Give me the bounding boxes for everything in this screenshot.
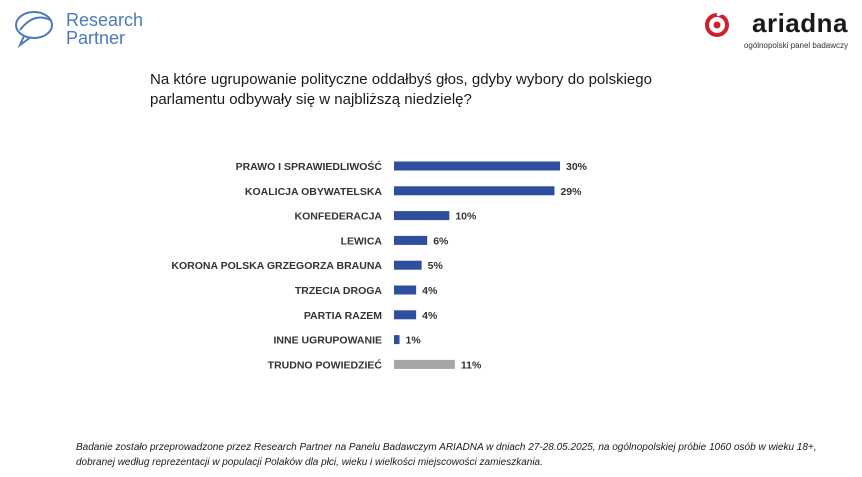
ariadna-wordmark: ariadna [752,8,848,38]
ariadna-logo: ariadna ogólnopolski panel badawczy [698,8,848,52]
bar [394,335,400,345]
bar [394,161,560,171]
value-label: 29% [560,186,582,198]
category-label: TRZECIA DROGA [295,285,383,297]
footnote: Badanie zostało przeprowadzone przez Res… [76,442,817,468]
category-label: LEWICA [341,235,383,247]
category-label: KORONA POLSKA GRZEGORZA BRAUNA [171,260,382,272]
value-label: 6% [433,235,449,247]
category-label: KOALICJA OBYWATELSKA [245,186,383,198]
category-label: INNE UGRUPOWANIE [273,335,382,347]
bar [394,211,450,221]
survey-question: Na które ugrupowanie polityczne oddałbyś… [150,71,652,108]
research-partner-wordmark: Research Partner [66,11,143,47]
bar [394,186,555,196]
bar-chart: PRAWO I SPRAWIEDLIWOŚĆ 30% KOALICJA OBYWAT… [171,160,588,371]
category-label: TRUDNO POWIEDZIEĆ [268,358,383,371]
bar [394,260,422,270]
bar [394,285,417,295]
value-label: 11% [461,359,482,371]
value-label: 4% [422,310,438,322]
logo-line-2: Partner [66,28,126,48]
bar [394,310,417,320]
ariadna-swirl-icon [705,12,729,37]
value-label: 10% [455,211,477,223]
category-label: KONFEDERACJA [294,211,382,223]
value-label: 5% [428,260,444,272]
ariadna-tagline: ogólnopolski panel badawczy [743,41,848,50]
bar [394,359,455,369]
category-label: PARTIA RAZEM [304,310,382,322]
bar [394,235,428,245]
logo-line-1: Research [66,10,144,30]
value-label: 1% [406,335,422,347]
category-label: PRAWO I SPRAWIEDLIWOŚĆ [236,160,383,173]
value-label: 30% [566,161,588,173]
speech-bubbles-icon [15,11,53,48]
value-label: 4% [422,285,438,297]
research-partner-logo: Research Partner [14,8,154,48]
